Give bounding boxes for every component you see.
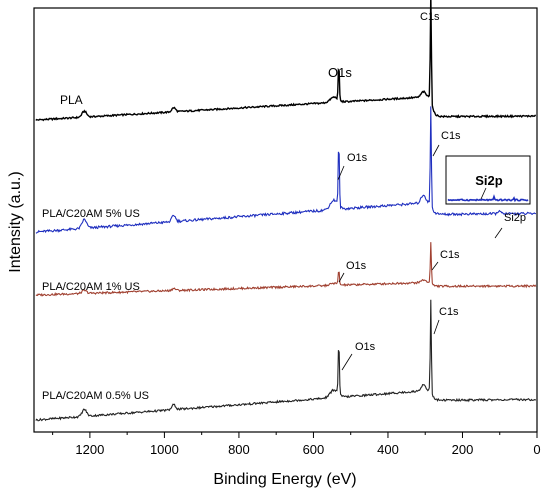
x-tick-label: 1000: [150, 442, 179, 457]
peak-leader-0-5pct-c1s: [433, 319, 440, 335]
peak-leader-5pct-o1s: [337, 165, 345, 181]
peak-label-5pct-si2p: Si2p: [504, 212, 526, 224]
spectrum-0-5pct-us: [35, 299, 537, 422]
x-tick-label: 800: [228, 442, 250, 457]
x-axis: 1200 1000 800 600 400 200 0: [52, 432, 541, 457]
inset-spectrum: [447, 194, 529, 203]
inset-label: Si2p: [475, 173, 503, 188]
peak-label-pla-o1s: O1s: [328, 65, 352, 80]
peak-label-5pct-c1s: C1s: [441, 130, 461, 142]
x-tick-label: 1200: [75, 442, 104, 457]
plot-frame: [33, 7, 538, 433]
series-label-5pct-us: PLA/C20AM 5% US: [42, 208, 140, 220]
x-tick-label: 600: [303, 442, 325, 457]
spectrum-5pct-us: [35, 106, 536, 234]
x-tick-label: 400: [377, 442, 399, 457]
x-tick-label: 200: [452, 442, 474, 457]
peak-leader-0-5pct-o1s: [341, 353, 353, 371]
peak-label-0-5pct-o1s: O1s: [355, 341, 376, 353]
peak-label-1pct-o1s: O1s: [346, 260, 367, 272]
inset-leader: [480, 187, 487, 200]
x-tick-label: 0: [533, 442, 540, 457]
spectra-group: [35, 0, 537, 422]
peak-label-pla-c1s: C1s: [420, 11, 440, 23]
spectrum-1pct-us: [35, 242, 537, 297]
peak-leader-5pct-c1s: [432, 144, 440, 157]
x-axis-title: Binding Energy (eV): [213, 471, 356, 488]
inset-frame: [445, 155, 531, 205]
series-label-1pct-us: PLA/C20AM 1% US: [42, 281, 140, 293]
series-label-pla: PLA: [60, 93, 83, 107]
y-axis-title: Intensity (a.u.): [7, 171, 24, 272]
series-label-0-5pct-us: PLA/C20AM 0.5% US: [42, 390, 149, 402]
peak-label-0-5pct-c1s: C1s: [439, 306, 459, 318]
peak-leader-1pct-o1s: [338, 272, 345, 283]
peak-leader-1pct-c1s: [431, 261, 439, 271]
peak-leader-5pct-si2p: [494, 227, 503, 239]
spectrum-pla: [35, 0, 537, 122]
peak-label-1pct-c1s: C1s: [440, 249, 460, 261]
inset-si2p: Si2p: [445, 155, 531, 205]
peak-label-5pct-o1s: O1s: [347, 152, 368, 164]
